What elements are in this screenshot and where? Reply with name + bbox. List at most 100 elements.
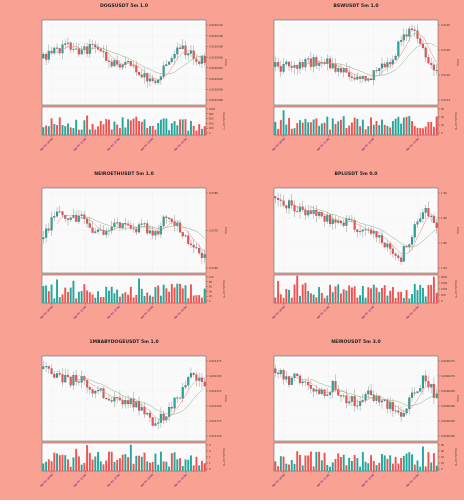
volume-bar — [149, 126, 151, 135]
volume-bar — [165, 118, 168, 135]
volume-bar — [424, 296, 427, 303]
volume-bar — [135, 455, 138, 471]
candle-body — [304, 59, 307, 68]
volume-bar — [135, 294, 138, 303]
volume-bar — [105, 460, 108, 471]
candle-body — [372, 70, 375, 81]
volume-bar — [88, 452, 91, 471]
candle-body — [435, 222, 438, 228]
volume-bar — [320, 292, 323, 303]
volume-bar — [192, 295, 195, 303]
candle-body — [42, 366, 45, 369]
candle-body — [356, 76, 359, 80]
volume-bar — [301, 122, 304, 135]
volume-bar — [312, 119, 315, 135]
volume-bar — [299, 295, 301, 303]
volume-bar — [370, 455, 372, 471]
candle-body — [121, 64, 124, 68]
volume-bar — [353, 117, 356, 135]
candle-body — [323, 389, 326, 396]
candle-body — [75, 375, 78, 382]
volume-bar — [312, 466, 315, 471]
chart-title: BSWUSDT 5m 1.0 — [333, 3, 378, 9]
candle-body — [127, 61, 130, 63]
volume-bar — [334, 124, 337, 135]
candle-body — [296, 211, 299, 212]
volume-bar — [402, 117, 405, 135]
x-tick-label: Apr 01 13:00 — [405, 473, 420, 488]
volume-panel — [273, 106, 439, 136]
volume-bar — [285, 463, 288, 471]
candle-body — [282, 200, 285, 206]
volume-bar — [42, 463, 45, 471]
x-tick-label: Apr 01 13:00 — [405, 137, 420, 152]
volume-axis-label: Volume 10^8 — [222, 448, 226, 466]
volume-bar — [430, 121, 433, 135]
volume-bar — [413, 284, 416, 303]
volume-bar — [192, 125, 195, 135]
candle-body — [400, 257, 403, 262]
volume-bar — [383, 285, 386, 303]
volume-bar — [108, 119, 110, 135]
volume-bar — [198, 124, 201, 135]
candle-body — [192, 244, 195, 248]
volume-bar — [400, 123, 403, 135]
candle-body — [301, 381, 304, 383]
candle-body — [168, 407, 171, 417]
volume-bar — [162, 118, 165, 135]
volume-tick-label: 40 — [441, 456, 445, 459]
x-tick-label: Apr 01 12:00 — [106, 305, 121, 320]
volume-bar — [381, 287, 383, 303]
candle-body — [94, 390, 97, 394]
volume-bar — [296, 275, 299, 303]
volume-bar — [315, 297, 318, 303]
volume-bar — [405, 453, 408, 471]
volume-tick-label: 500 — [441, 294, 446, 297]
candle-body — [339, 395, 342, 397]
candle-body — [359, 401, 362, 406]
volume-bar — [187, 459, 190, 471]
candle-body — [107, 398, 110, 401]
volume-bar — [69, 466, 72, 471]
candle-body — [285, 61, 288, 65]
candle-body — [307, 210, 310, 216]
volume-bar — [304, 118, 307, 135]
volume-bar — [394, 298, 397, 303]
candle-body — [348, 401, 351, 404]
volume-bar — [345, 465, 348, 471]
candle-body — [77, 381, 80, 383]
volume-bar — [102, 296, 105, 303]
volume-bar — [296, 123, 299, 135]
candle-body — [298, 375, 301, 383]
candle-body — [132, 65, 135, 67]
candle-body — [337, 220, 340, 223]
volume-bar — [285, 288, 288, 303]
volume-bar — [176, 459, 179, 471]
volume-bar — [179, 119, 181, 135]
candle-body — [370, 78, 373, 81]
volume-bar — [389, 455, 392, 471]
candle-body — [129, 61, 132, 66]
candle-body — [372, 394, 375, 401]
candle-body — [50, 217, 53, 231]
candle-body — [110, 61, 113, 67]
volume-tick-label: 0 — [209, 468, 211, 471]
candle-body — [181, 45, 184, 49]
volume-bar — [140, 456, 143, 471]
volume-bar — [56, 453, 58, 471]
volume-bar — [318, 287, 321, 303]
price-axis-label: Price — [456, 395, 460, 402]
volume-bar — [91, 459, 94, 471]
volume-bar — [83, 284, 86, 303]
candle-body — [165, 216, 168, 218]
volume-bar — [334, 286, 337, 303]
volume-bar — [411, 454, 413, 471]
volume-bar — [154, 287, 157, 303]
candle-body — [370, 229, 373, 234]
candle-body — [329, 214, 332, 225]
volume-bar — [367, 287, 370, 303]
volume-bar — [203, 126, 206, 135]
volume-bar — [173, 452, 176, 471]
volume-bar — [329, 284, 331, 303]
candle-body — [293, 373, 296, 379]
